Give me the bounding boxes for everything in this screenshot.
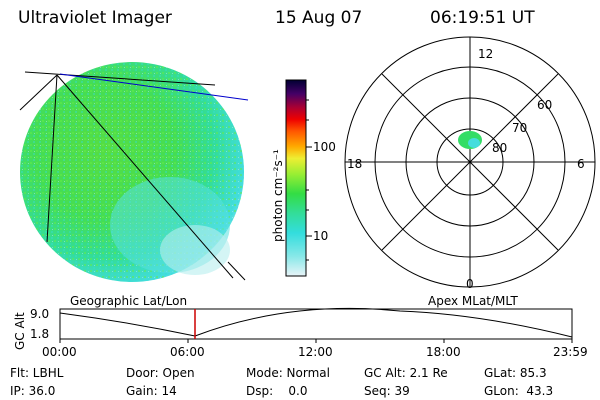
x-tick-0600: 06:00 xyxy=(170,345,205,359)
timeline-frame xyxy=(59,308,573,340)
apex-caption: Apex MLat/MLT xyxy=(428,294,518,308)
colorbar-tick-100: 100 xyxy=(313,140,336,154)
altitude-curve xyxy=(59,307,573,338)
colorbar-unit-label: photon cm⁻²s⁻¹ xyxy=(271,149,285,242)
colorbar-ticks xyxy=(306,99,312,261)
polar-plot xyxy=(344,36,596,288)
info-ip: IP: 36.0 xyxy=(10,384,56,398)
mlt-label-12: 12 xyxy=(478,47,494,61)
info-flt: Flt: LBHL xyxy=(10,366,64,380)
info-dsp: Dsp: 0.0 xyxy=(246,384,308,398)
timeline-x-ticks xyxy=(59,339,573,343)
lat-label-60: 60 xyxy=(537,98,553,112)
colorbar-tick-10: 10 xyxy=(313,229,329,243)
info-gain: Gain: 14 xyxy=(126,384,177,398)
x-tick-1200: 12:00 xyxy=(298,345,333,359)
mlt-label-18: 18 xyxy=(347,157,363,171)
uv-image-disk xyxy=(20,62,244,282)
geo-caption: Geographic Lat/Lon xyxy=(70,294,188,308)
lat-label-80: 80 xyxy=(492,141,508,155)
x-tick-0000: 00:00 xyxy=(42,345,77,359)
geo-grid-lines xyxy=(19,71,246,281)
terminator-line xyxy=(59,73,249,101)
info-glon: GLon: 43.3 xyxy=(484,384,554,398)
mlt-label-6: 6 xyxy=(577,157,585,171)
info-door: Door: Open xyxy=(126,366,195,380)
x-tick-1800: 18:00 xyxy=(426,345,461,359)
mlt-label-0: 0 xyxy=(466,277,474,291)
lat-label-70: 70 xyxy=(512,121,528,135)
time-label: 06:19:51 UT xyxy=(430,8,535,28)
y-tick-9: 9.0 xyxy=(30,307,50,321)
info-mode: Mode: Normal xyxy=(246,366,330,380)
y-tick-1-8: 1.8 xyxy=(30,327,50,341)
info-gc-alt: GC Alt: 2.1 Re xyxy=(364,366,448,380)
gc-alt-axis-label: GC Alt xyxy=(13,312,27,350)
info-glat: GLat: 85.3 xyxy=(484,366,547,380)
colorbar xyxy=(285,79,307,277)
app-title: Ultraviolet Imager xyxy=(18,8,172,28)
date-label: 15 Aug 07 xyxy=(275,8,363,28)
info-seq: Seq: 39 xyxy=(364,384,410,398)
x-tick-2359: 23:59 xyxy=(553,345,588,359)
